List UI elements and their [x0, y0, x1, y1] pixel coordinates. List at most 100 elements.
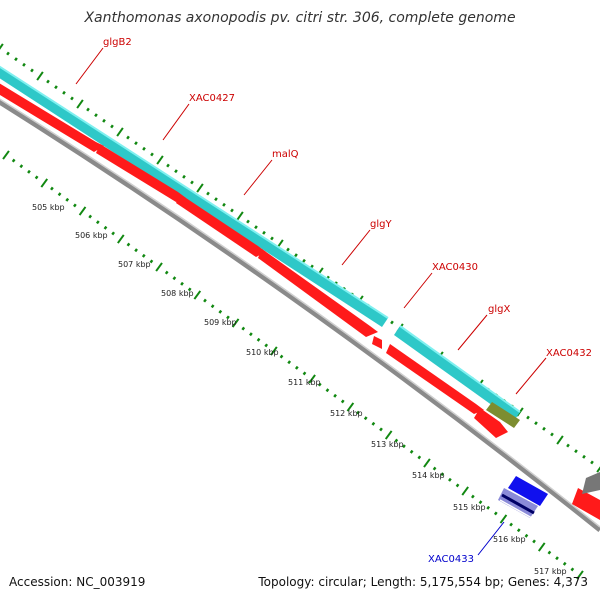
minor-tick — [141, 253, 146, 258]
major-tick — [596, 466, 600, 473]
gene-label-XAC0430[interactable]: XAC0430 — [432, 262, 478, 273]
minor-tick — [73, 203, 77, 208]
gene-arrow-glgB2[interactable] — [0, 80, 104, 152]
minor-tick — [218, 309, 223, 314]
major-tick — [193, 290, 202, 300]
minor-tick — [65, 197, 70, 202]
gene-label-glgB2[interactable]: glgB2 — [103, 37, 132, 48]
minor-tick — [371, 421, 376, 426]
minor-tick — [230, 208, 234, 213]
minor-tick — [333, 393, 337, 398]
minor-tick — [394, 438, 399, 443]
gene-label-glgY[interactable]: glgY — [370, 219, 392, 230]
major-tick — [384, 430, 393, 440]
minor-tick — [566, 443, 570, 448]
minor-tick — [187, 287, 192, 292]
minor-tick — [279, 354, 284, 359]
major-tick — [116, 127, 124, 137]
kbp-label: 506 kbp — [75, 231, 108, 240]
minor-tick — [62, 90, 66, 95]
gene-label-XAC0432[interactable]: XAC0432 — [546, 348, 592, 359]
gene-arrow-XAC0432[interactable] — [474, 408, 508, 438]
minor-tick — [486, 505, 491, 510]
kbp-label: 512 kbp — [330, 409, 363, 418]
gene-label-layer: glgB2 XAC0427 malQ glgY XAC0430 glgX XAC… — [75, 37, 592, 565]
minor-tick — [478, 500, 483, 505]
major-tick — [231, 318, 240, 328]
kbp-label: 507 kbp — [118, 260, 151, 269]
gene-label-glgX[interactable]: glgX — [488, 304, 510, 315]
minor-tick — [14, 57, 18, 62]
minor-tick — [54, 85, 58, 90]
kbp-label: 515 kbp — [453, 503, 486, 512]
kbp-label: 505 kbp — [32, 203, 65, 212]
gene-label-XAC0433[interactable]: XAC0433 — [428, 554, 474, 565]
major-tick — [423, 458, 431, 468]
minor-tick — [547, 550, 552, 555]
gene-XAC0433[interactable] — [498, 476, 548, 519]
major-tick — [236, 211, 244, 221]
minor-tick — [246, 219, 250, 224]
gene-arrow-glgX[interactable] — [386, 344, 484, 414]
minor-tick — [550, 432, 554, 437]
genome-backbone-highlight — [0, 98, 600, 528]
minor-tick — [19, 164, 24, 169]
minor-tick — [590, 460, 594, 465]
major-tick — [461, 486, 469, 496]
major-tick — [156, 155, 164, 165]
minor-tick — [286, 247, 290, 252]
major-tick — [0, 43, 4, 50]
minor-tick — [390, 320, 394, 325]
minor-tick — [103, 225, 108, 230]
minor-tick — [440, 472, 445, 477]
minor-tick — [317, 382, 322, 387]
minor-tick — [182, 174, 186, 179]
major-tick — [196, 183, 204, 193]
minor-tick — [150, 152, 154, 157]
minor-tick — [174, 169, 178, 174]
minor-tick — [149, 259, 154, 264]
major-tick — [556, 435, 564, 445]
minor-tick — [180, 281, 184, 286]
minor-tick — [325, 388, 330, 393]
gene-arrow-XAC0430[interactable] — [372, 336, 382, 349]
minor-tick — [582, 454, 586, 459]
minor-tick — [542, 426, 546, 431]
genome-backbone — [0, 99, 600, 532]
minor-tick — [574, 449, 578, 454]
gene-arrow-malQ[interactable] — [176, 194, 266, 257]
minor-tick — [570, 567, 575, 572]
minor-tick — [302, 371, 307, 376]
minor-tick — [379, 427, 383, 432]
variant-feature[interactable] — [486, 402, 520, 428]
major-tick — [308, 374, 316, 384]
minor-tick — [432, 466, 437, 471]
minor-tick — [222, 202, 226, 207]
kbp-label: 516 kbp — [493, 535, 526, 544]
minor-tick — [86, 107, 90, 112]
minor-tick — [470, 494, 475, 499]
minor-tick — [241, 326, 246, 331]
minor-tick — [142, 146, 146, 151]
minor-tick — [287, 360, 292, 365]
gene-arrow-XAC0427[interactable] — [96, 144, 186, 202]
minor-tick — [134, 248, 138, 253]
gene-label-malQ[interactable]: malQ — [272, 149, 299, 160]
minor-tick — [102, 118, 106, 123]
minor-tick — [249, 332, 253, 337]
minor-tick — [190, 180, 194, 185]
gene-label-XAC0427[interactable]: XAC0427 — [189, 93, 235, 104]
minor-tick — [294, 253, 298, 258]
minor-tick — [88, 214, 93, 219]
minor-tick — [34, 175, 39, 180]
minor-tick — [270, 236, 274, 241]
minor-tick — [310, 264, 314, 269]
minor-tick — [294, 365, 299, 370]
inner-tick-ring — [2, 150, 584, 580]
major-tick — [117, 234, 125, 244]
minor-tick — [166, 163, 170, 168]
minor-tick — [302, 258, 306, 263]
gene-arrow-glgY[interactable] — [258, 249, 378, 337]
minor-tick — [126, 242, 131, 247]
